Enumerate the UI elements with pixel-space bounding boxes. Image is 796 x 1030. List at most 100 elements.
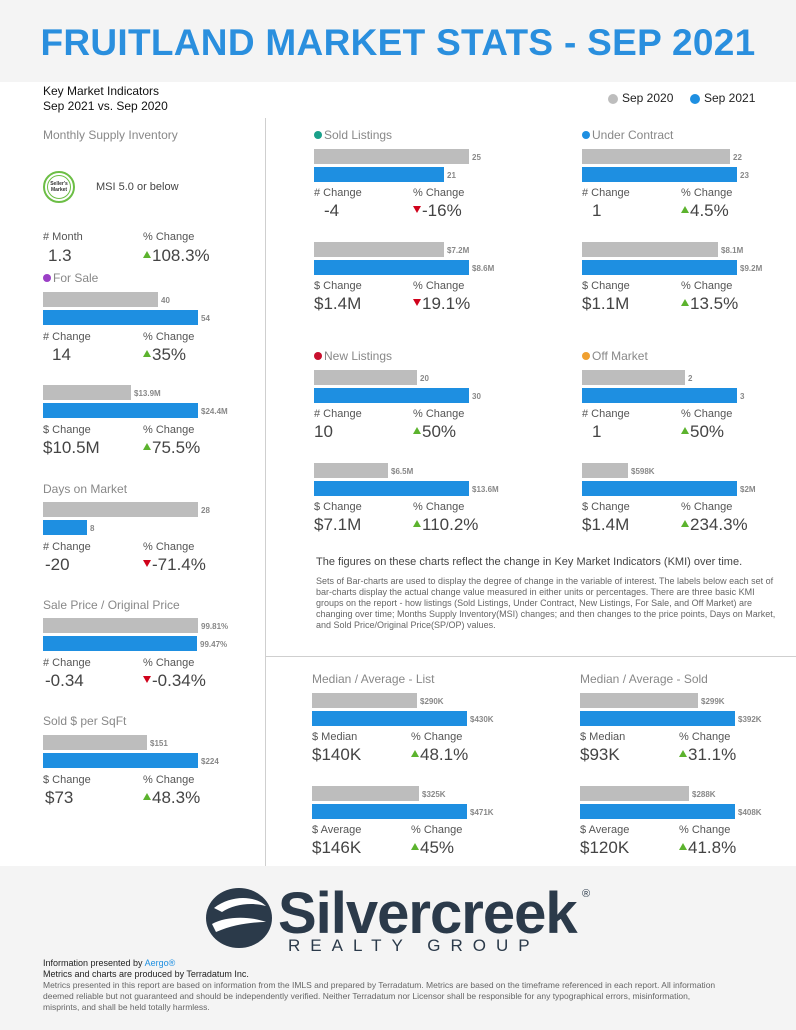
off-market-volume-change: $1.4M <box>582 515 630 534</box>
new-listings-volume-label-2021: $13.6M <box>472 485 499 494</box>
up-arrow-icon <box>411 750 419 757</box>
sold-listings-title: Sold Listings <box>314 128 392 142</box>
median-list-title: Median / Average - List <box>312 672 435 686</box>
off-market-volume-pct-value: 234.3% <box>690 515 748 534</box>
logo-subtitle: REALTY GROUP <box>288 936 540 955</box>
under-contract-count-label-2020: 22 <box>733 153 742 162</box>
msi-pct-value: 108.3% <box>152 246 210 265</box>
new-listings-title-text: New Listings <box>324 349 393 363</box>
sellers-market-badge: Seller's Market <box>43 171 75 203</box>
under-contract-volume-pct: 13.5% <box>681 294 738 314</box>
under-contract-volume-label-2020: $8.1M <box>721 246 744 255</box>
sqft-pct-value: 48.3% <box>152 788 201 807</box>
median-sold-volume-bar-2021 <box>580 804 735 819</box>
off-market-count-bar-2021 <box>582 388 737 403</box>
sold-listings-volume-pct: 19.1% <box>413 294 470 314</box>
under-contract-volume-change: $1.1M <box>582 294 630 313</box>
off-market-volume-change-label: $ Change <box>582 501 630 513</box>
msi-month-value: 1.3 <box>48 246 72 265</box>
sp-op-change: -0.34 <box>45 671 84 690</box>
for-sale-count-label-2020: 40 <box>161 296 170 305</box>
under-contract-count-pct: 4.5% <box>681 201 729 221</box>
median-sold-volume-pct-label: % Change <box>679 824 731 836</box>
down-arrow-icon <box>143 560 151 567</box>
new-listings-count-pct-label: % Change <box>413 408 465 420</box>
sqft-pct-label: % Change <box>143 774 195 786</box>
up-arrow-icon <box>681 206 689 213</box>
median-sold-count-label-2021: $392K <box>738 715 762 724</box>
for-sale-count-label-2021: 54 <box>201 314 210 323</box>
off-market-count-bar-2020 <box>582 370 685 385</box>
dom-bar-2020 <box>43 502 198 517</box>
off-market-count-pct: 50% <box>681 422 724 442</box>
kmi-note-body: Sets of Bar-charts are used to display t… <box>316 576 776 630</box>
sp-op-pct-label: % Change <box>143 657 195 669</box>
off-market-volume-pct: 234.3% <box>681 515 748 535</box>
new-listings-dot-icon <box>314 352 322 360</box>
under-contract-title: Under Contract <box>582 128 673 142</box>
footer: Silvercreek ® REALTY GROUP Information p… <box>0 866 796 1030</box>
median-list-count-label-2021: $430K <box>470 715 494 724</box>
median-sold-count-label-2020: $299K <box>701 697 725 706</box>
dom-pct: -71.4% <box>143 555 206 575</box>
off-market-title: Off Market <box>582 349 648 363</box>
sold-listings-volume-pct-value: 19.1% <box>422 294 471 313</box>
sqft-bar-2021 <box>43 753 198 768</box>
sold-listings-count-pct: -16% <box>413 201 462 221</box>
under-contract-count-pct-value: 4.5% <box>690 201 729 220</box>
median-sold-count-change: $93K <box>580 745 620 764</box>
median-sold-count-change-label: $ Median <box>580 731 626 743</box>
msi-month-label: # Month <box>43 231 83 243</box>
indicator-bar: Key Market Indicators Sep 2021 vs. Sep 2… <box>0 82 796 118</box>
for-sale-volume-bar-2020 <box>43 385 131 400</box>
median-list-count-pct-value: 48.1% <box>420 745 469 764</box>
new-listings-count-label-2021: 30 <box>472 392 481 401</box>
sold-listings-count-pct-label: % Change <box>413 187 465 199</box>
sp-op-change-label: # Change <box>43 657 91 669</box>
sqft-change: $73 <box>45 788 74 807</box>
sp-op-label-2020: 99.81% <box>201 622 229 631</box>
for-sale-title: For Sale <box>43 271 98 285</box>
up-arrow-icon <box>143 251 151 258</box>
up-arrow-icon <box>411 843 419 850</box>
page-title: FRUITLAND MARKET STATS - SEP 2021 <box>40 22 756 63</box>
aergo-link[interactable]: Aergo® <box>144 958 176 968</box>
sold-listings-volume-change: $1.4M <box>314 294 362 313</box>
dom-bar-2021 <box>43 520 87 535</box>
up-arrow-icon <box>679 750 687 757</box>
new-listings-volume-label-2020: $6.5M <box>391 467 414 476</box>
sp-op-label-2021: 99.47% <box>200 640 228 649</box>
legend-sep-2020: Sep 2020 <box>608 91 673 105</box>
sp-op-pct-value: -0.34% <box>152 671 206 690</box>
sold-listings-count-pct-value: -16% <box>422 201 462 220</box>
new-listings-count-change-label: # Change <box>314 408 362 420</box>
median-list-count-bar-2020 <box>312 693 417 708</box>
sold-listings-volume-label-2020: $7.2M <box>447 246 470 255</box>
dom-pct-value: -71.4% <box>152 555 206 574</box>
disclaimer: Metrics presented in this report are bas… <box>43 980 716 1012</box>
median-list-volume-bar-2020 <box>312 786 419 801</box>
for-sale-count-change-label: # Change <box>43 331 91 343</box>
dom-label-2020: 28 <box>201 506 210 515</box>
for-sale-dot-icon <box>43 274 51 282</box>
kmi-period: Sep 2021 vs. Sep 2020 <box>43 99 168 113</box>
median-list-volume-bar-2021 <box>312 804 467 819</box>
sold-listings-count-label-2021: 21 <box>447 171 456 180</box>
for-sale-volume-label-2021: $24.4M <box>201 407 228 416</box>
dom-pct-label: % Change <box>143 541 195 553</box>
sold-listings-count-label-2020: 25 <box>472 153 481 162</box>
down-arrow-icon <box>413 299 421 306</box>
sqft-bar-2020 <box>43 735 147 750</box>
sp-op-bar-2021 <box>43 636 197 651</box>
under-contract-volume-bar-2020 <box>582 242 718 257</box>
column-divider <box>265 118 266 866</box>
up-arrow-icon <box>681 299 689 306</box>
up-arrow-icon <box>413 520 421 527</box>
new-listings-volume-pct: 110.2% <box>413 515 478 535</box>
for-sale-title-text: For Sale <box>53 271 99 285</box>
up-arrow-icon <box>679 843 687 850</box>
median-sold-count-pct: 31.1% <box>679 745 736 765</box>
msi-pct-change: 108.3% <box>143 246 210 266</box>
section-divider <box>266 656 796 657</box>
new-listings-volume-change: $7.1M <box>314 515 362 534</box>
